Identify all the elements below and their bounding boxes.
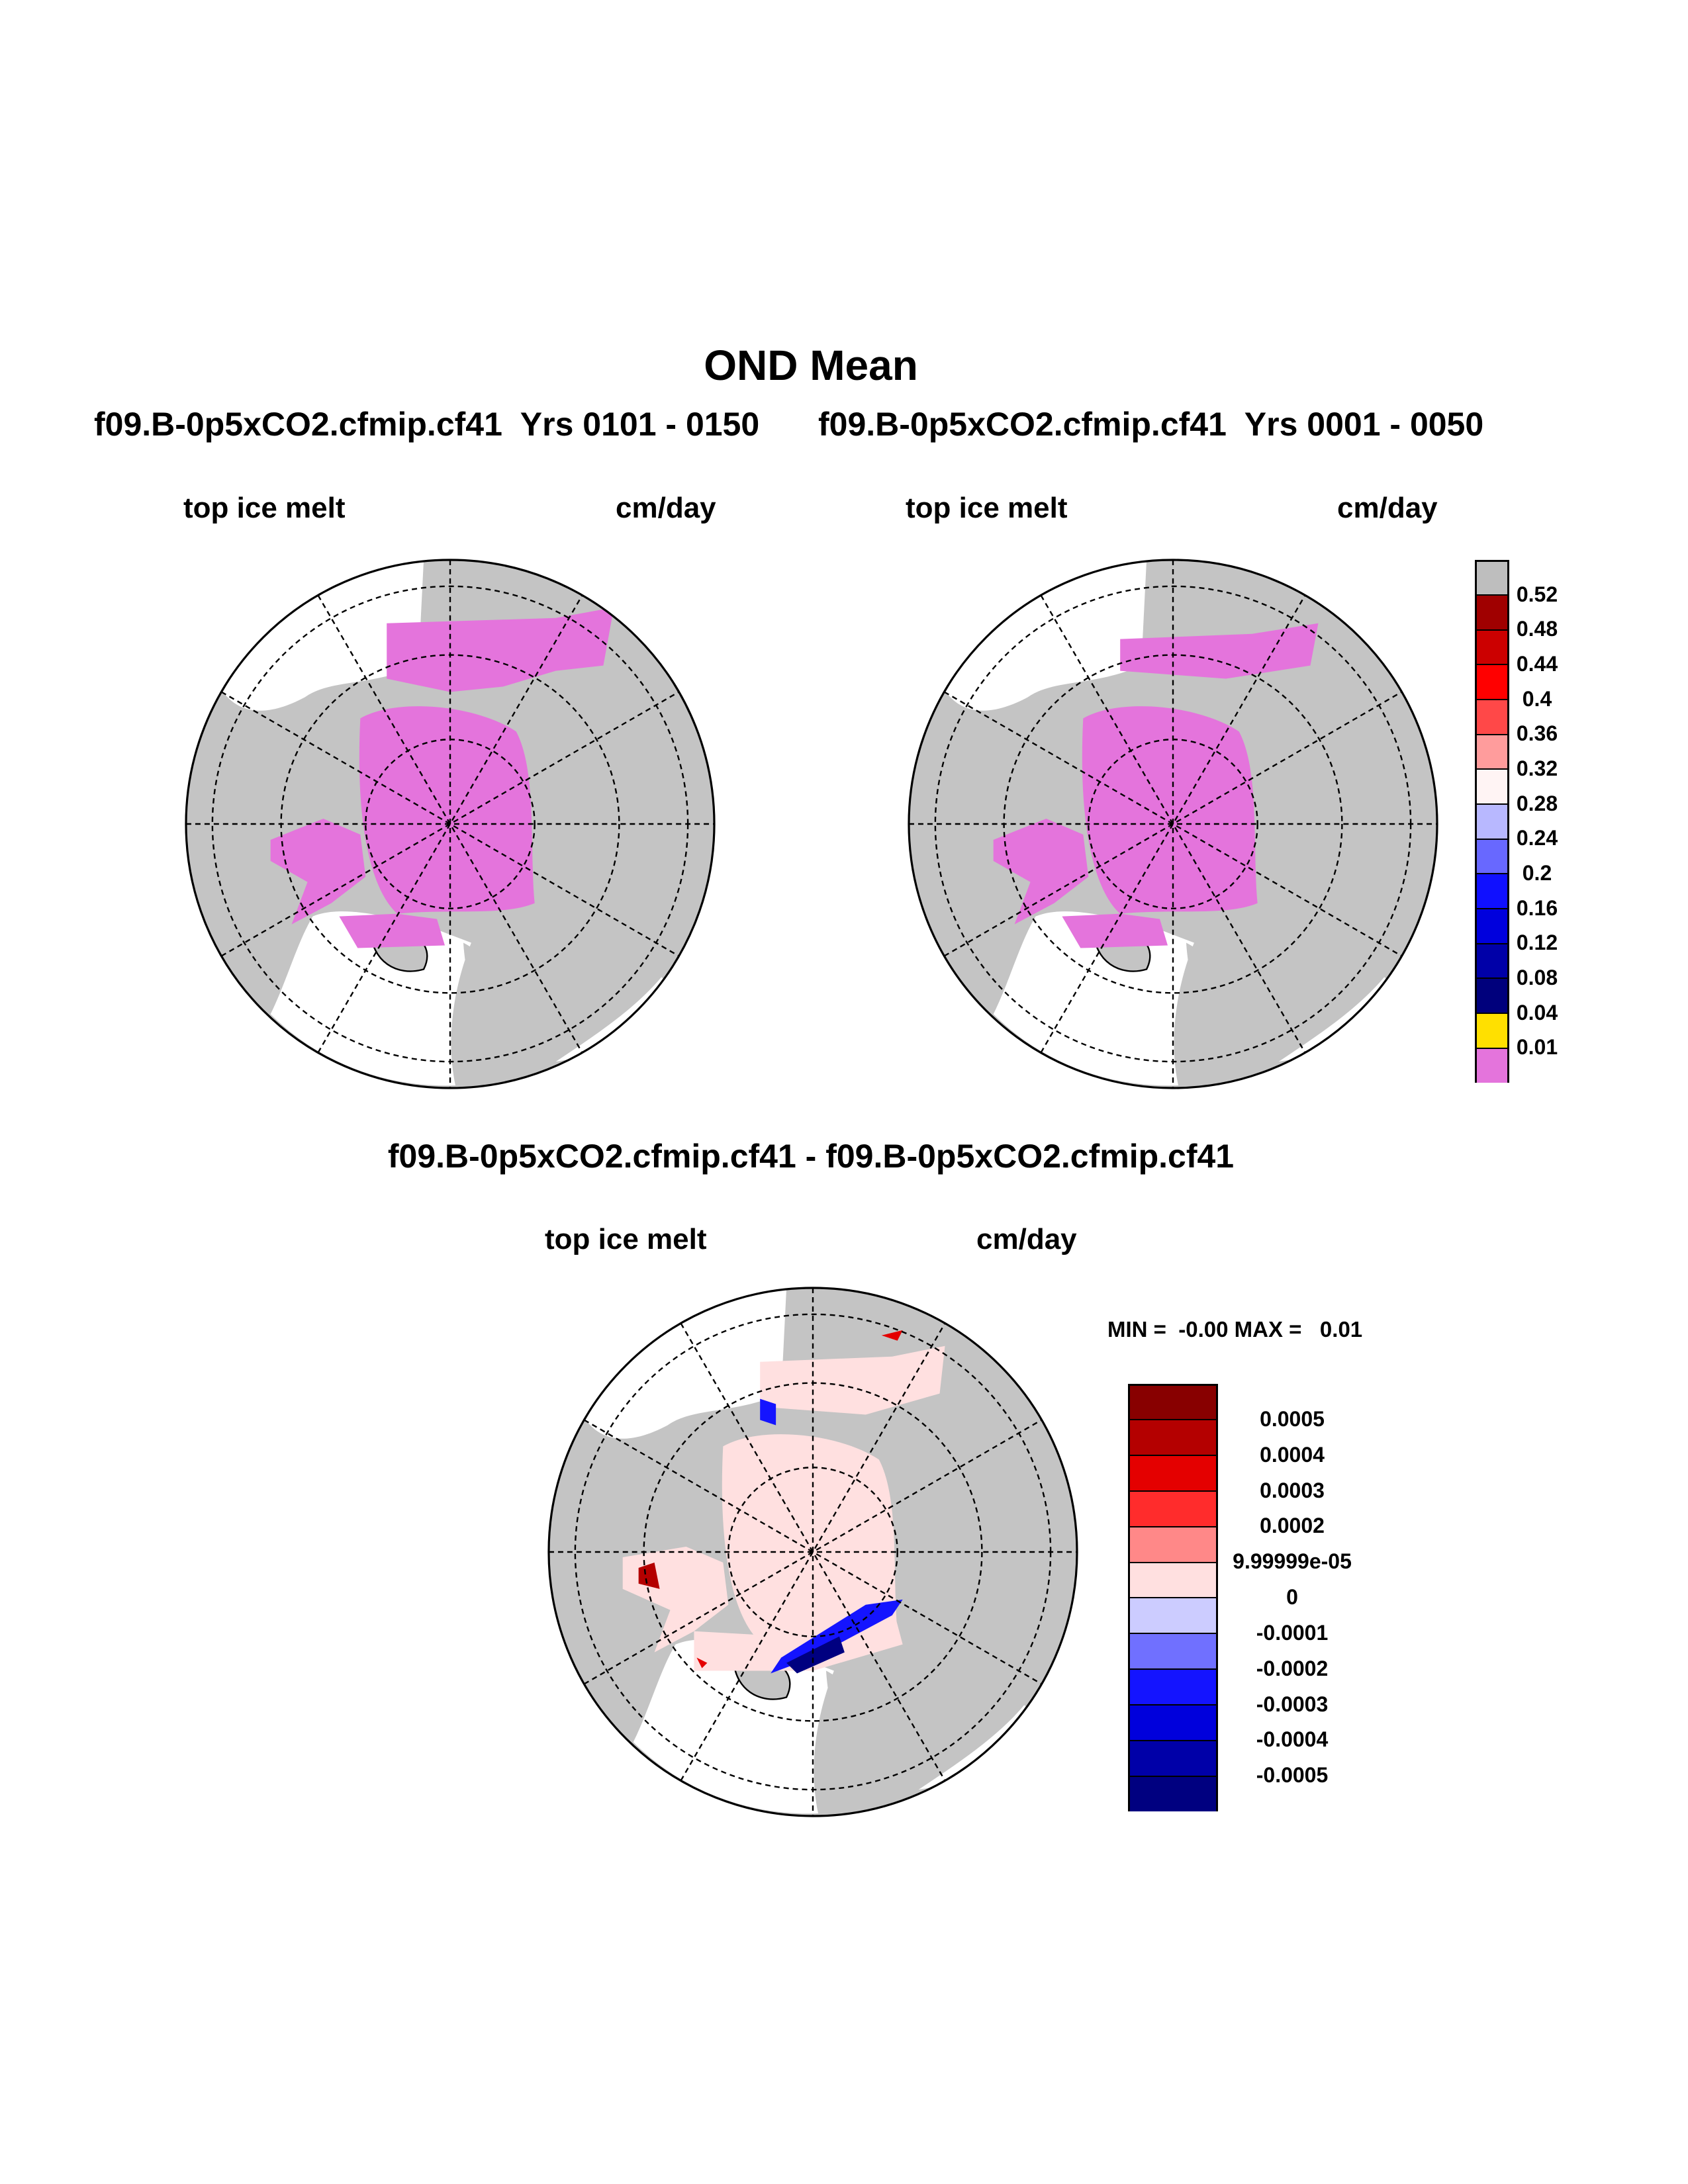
right-case-label: f09.B-0p5xCO2.cfmip.cf41 Yrs 0001 - 0050 <box>818 406 1484 443</box>
right-polar-map <box>908 559 1438 1089</box>
colorbar-top <box>1475 560 1509 1083</box>
right-variable-label: top ice melt <box>906 492 1068 524</box>
colorbar-box <box>1477 839 1507 875</box>
left-variable-label: top ice melt <box>183 492 346 524</box>
colorbar-label: 0.0004 <box>1260 1442 1325 1467</box>
colorbar-label: 0.2 <box>1522 861 1552 885</box>
colorbar-label: 0.36 <box>1516 721 1558 746</box>
colorbar-label: 0.16 <box>1516 895 1558 920</box>
colorbar-box <box>1477 979 1507 1015</box>
colorbar-label: 0.12 <box>1516 931 1558 955</box>
colorbar-label: 0.0003 <box>1260 1478 1325 1502</box>
colorbar-box <box>1130 1598 1216 1635</box>
colorbar-label: 0.44 <box>1516 652 1558 676</box>
colorbar-label: 0.0005 <box>1260 1406 1325 1431</box>
diff-variable-label: top ice melt <box>545 1223 707 1255</box>
colorbar-box <box>1477 874 1507 910</box>
colorbar-box <box>1477 805 1507 840</box>
colorbar-box <box>1130 1670 1216 1706</box>
colorbar-label: -0.0002 <box>1256 1656 1329 1680</box>
colorbar-box <box>1477 665 1507 701</box>
colorbar-box <box>1130 1527 1216 1563</box>
min-max-label: MIN = -0.00 MAX = 0.01 <box>1107 1317 1363 1342</box>
colorbar-box <box>1477 944 1507 979</box>
colorbar-label: 0.24 <box>1516 826 1558 850</box>
colorbar-box <box>1477 735 1507 770</box>
ice-melt-region <box>270 607 614 948</box>
colorbar-box <box>1477 909 1507 944</box>
colorbar-label: -0.0004 <box>1256 1727 1329 1752</box>
colorbar-label: 0.28 <box>1516 791 1558 815</box>
colorbar-box <box>1477 1048 1507 1083</box>
colorbar-box <box>1477 770 1507 805</box>
colorbar-label: -0.0003 <box>1256 1692 1329 1716</box>
colorbar-box <box>1130 1634 1216 1670</box>
main-title: OND Mean <box>704 341 918 389</box>
colorbar-label: 0.08 <box>1516 966 1558 989</box>
colorbar-label: 0.4 <box>1522 686 1552 711</box>
colorbar-label: -0.0005 <box>1256 1763 1329 1788</box>
diff-units-label: cm/day <box>976 1223 1077 1255</box>
colorbar-box <box>1130 1741 1216 1777</box>
left-case-label: f09.B-0p5xCO2.cfmip.cf41 Yrs 0101 - 0150 <box>94 406 760 443</box>
colorbar-label: -0.0001 <box>1256 1620 1329 1645</box>
diff-polar-map <box>547 1287 1078 1817</box>
colorbar-label: 0.0002 <box>1260 1514 1325 1538</box>
right-units-label: cm/day <box>1337 492 1438 524</box>
colorbar-label: 0.48 <box>1516 617 1558 641</box>
colorbar-box <box>1130 1491 1216 1527</box>
colorbar-label: 0.04 <box>1516 1000 1558 1024</box>
diff-case-label: f09.B-0p5xCO2.cfmip.cf41 - f09.B-0p5xCO2… <box>387 1138 1235 1175</box>
colorbar-label: 0 <box>1286 1585 1298 1609</box>
colorbar-box <box>1130 1776 1216 1811</box>
colorbar-label: 0.01 <box>1516 1035 1558 1060</box>
colorbar-box <box>1130 1456 1216 1492</box>
colorbar-box <box>1130 1563 1216 1599</box>
colorbar-box <box>1477 630 1507 666</box>
colorbar-diff <box>1128 1384 1218 1811</box>
left-polar-map <box>185 559 716 1089</box>
colorbar-box <box>1130 1420 1216 1457</box>
colorbar-box <box>1477 562 1507 596</box>
colorbar-label: 0.52 <box>1516 582 1558 606</box>
colorbar-box <box>1130 1386 1216 1421</box>
colorbar-box <box>1477 1014 1507 1049</box>
left-units-label: cm/day <box>616 492 716 524</box>
colorbar-box <box>1477 700 1507 735</box>
colorbar-label: 0.32 <box>1516 756 1558 780</box>
colorbar-box <box>1477 596 1507 631</box>
colorbar-label: 9.99999e-05 <box>1233 1549 1352 1574</box>
ice-melt-region <box>993 623 1319 948</box>
colorbar-box <box>1130 1705 1216 1741</box>
